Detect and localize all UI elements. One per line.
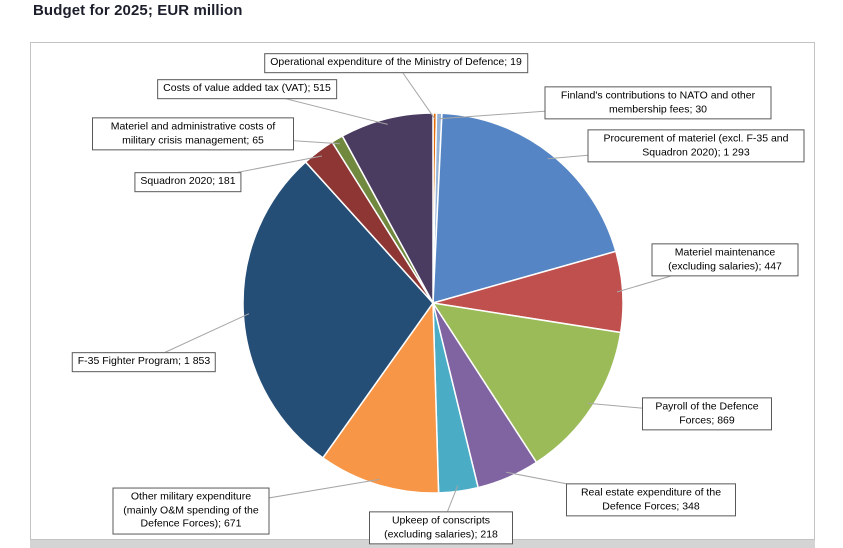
label-nato: Finland's contributions to NATO and othe… [544, 86, 772, 120]
chart-panel: Operational expenditure of the Ministry … [30, 42, 815, 545]
pie-slice-payroll [431, 301, 622, 464]
label-vat: Costs of value added tax (VAT); 515 [157, 79, 337, 99]
pie-chart [143, 62, 726, 529]
label-maint: Materiel maintenance (excluding salaries… [651, 243, 799, 277]
pie-slice-procurement [432, 112, 617, 305]
label-conscripts: Upkeep of conscripts (excluding salaries… [369, 511, 513, 545]
label-squadron: Squadron 2020; 181 [134, 172, 242, 192]
label-procurement: Procurement of materiel (excl. F-35 and … [587, 129, 805, 163]
pie-slice-other [321, 300, 440, 494]
label-operational: Operational expenditure of the Ministry … [264, 53, 528, 73]
pie-slice-f35 [242, 160, 434, 459]
label-realestate: Real estate expenditure of the Defence F… [566, 483, 736, 517]
label-payroll: Payroll of the Defence Forces; 869 [642, 397, 772, 431]
page-title: Budget for 2025; EUR million [33, 2, 243, 19]
label-other: Other military expenditure (mainly O&M s… [112, 487, 270, 535]
label-f35: F-35 Fighter Program; 1 853 [71, 352, 217, 372]
pie-labels: Operational expenditure of the Ministry … [31, 43, 814, 545]
label-crisis: Materiel and administrative costs of mil… [92, 117, 294, 151]
